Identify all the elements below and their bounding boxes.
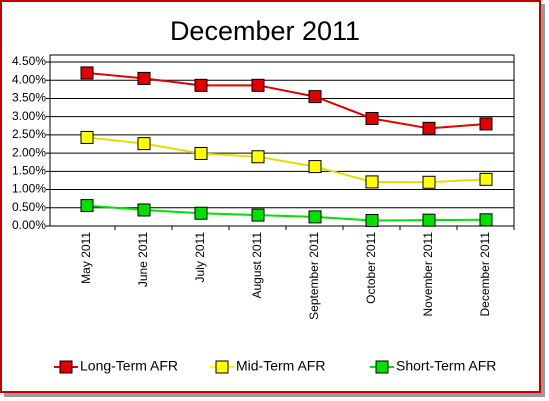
point [194,146,208,160]
point [194,206,208,220]
y-tick-label: 4.00% [12,72,46,86]
y-tick-label: 3.00% [12,109,46,123]
point [479,172,493,186]
legend-label: Short-Term AFR [396,358,496,374]
point [194,78,208,92]
legend-label: Long-Term AFR [80,358,178,374]
point [137,203,151,217]
x-tick-label: May 2011 [79,232,93,284]
point [422,213,436,227]
legend-swatch [59,360,73,374]
point [251,208,265,222]
x-tick-label: July 2011 [193,232,207,283]
point [479,213,493,227]
point [479,117,493,131]
point [365,214,379,228]
legend-swatch [375,360,389,374]
y-tick-label: 4.50% [12,54,46,68]
point [308,90,322,104]
point [308,210,322,224]
point [251,78,265,92]
series-line [86,204,487,222]
point [365,175,379,189]
x-tick-label: November 2011 [421,232,435,317]
y-tick-label: 0.50% [12,200,46,214]
y-tick-label: 2.00% [12,145,46,159]
point [80,130,94,144]
point [308,160,322,174]
y-tick-label: 1.50% [12,164,46,178]
point [80,199,94,213]
plot-area [49,54,515,227]
point [251,150,265,164]
y-tick-label: 0.00% [12,218,46,232]
y-tick-label: 3.50% [12,91,46,105]
point [365,111,379,125]
series-line [86,136,487,184]
point [422,121,436,135]
y-tick-label: 1.00% [12,182,46,196]
point [422,175,436,189]
y-tick-label: 2.50% [12,127,46,141]
x-tick-label: December 2011 [478,232,492,317]
legend-swatch [215,360,229,374]
x-tick-label: September 2011 [307,232,321,320]
chart-title: December 2011 [170,16,360,46]
series-line [86,71,487,130]
x-tick-label: October 2011 [364,232,378,304]
x-tick-label: August 2011 [250,232,264,299]
point [137,137,151,151]
legend-label: Mid-Term AFR [236,358,325,374]
point [80,66,94,80]
x-tick-label: June 2011 [136,232,150,287]
point [137,71,151,85]
